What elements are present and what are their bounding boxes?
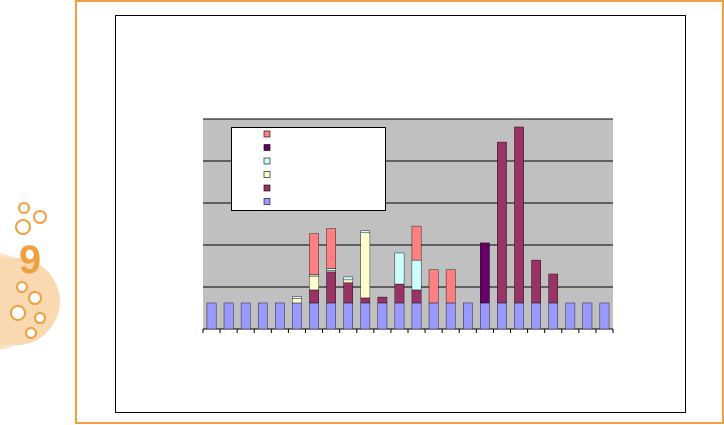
bar-segment bbox=[411, 225, 422, 261]
bar-segment bbox=[497, 141, 507, 304]
legend-swatch bbox=[263, 144, 271, 151]
bar-segment bbox=[445, 302, 456, 330]
bar-segment bbox=[343, 279, 354, 283]
bar-segment bbox=[326, 271, 336, 304]
legend bbox=[231, 127, 386, 211]
bar-segment bbox=[548, 302, 559, 330]
bar-segment bbox=[206, 302, 217, 330]
bar-segment bbox=[377, 302, 388, 330]
bar-segment bbox=[394, 302, 405, 330]
bar-segment bbox=[360, 230, 371, 234]
bar-segment bbox=[343, 282, 354, 304]
bar-segment bbox=[326, 302, 336, 330]
bar-segment bbox=[411, 289, 422, 304]
bar-segment bbox=[257, 302, 268, 330]
bar-segment bbox=[343, 302, 354, 330]
bar-segment bbox=[428, 302, 439, 330]
bar-segment bbox=[531, 259, 541, 304]
bar-segment bbox=[223, 302, 234, 330]
bar-segment bbox=[292, 298, 302, 304]
bar-segment bbox=[428, 269, 439, 304]
bar-segment bbox=[565, 302, 576, 330]
bar-segment bbox=[240, 302, 251, 330]
bar-segment bbox=[275, 302, 285, 330]
bar-segment bbox=[326, 268, 336, 271]
bar-segment bbox=[480, 302, 490, 330]
bar-segment bbox=[292, 296, 302, 299]
bar-segment bbox=[377, 296, 388, 304]
bar-segment bbox=[462, 302, 473, 330]
bar-segment bbox=[343, 276, 354, 281]
bar-segment bbox=[445, 269, 456, 304]
legend-swatch bbox=[263, 171, 271, 178]
bar-segment bbox=[360, 232, 371, 299]
page-number: 9 bbox=[19, 238, 41, 282]
bar-segment bbox=[582, 302, 593, 330]
legend-swatch bbox=[263, 198, 271, 205]
bar-segment bbox=[599, 302, 610, 330]
bar-segment bbox=[309, 289, 319, 304]
decoration-circles bbox=[10, 202, 47, 339]
bar-segment bbox=[531, 302, 541, 330]
bar-segment bbox=[292, 302, 302, 330]
bar-segment bbox=[309, 233, 319, 276]
bar-segment bbox=[360, 302, 371, 330]
bar-segment bbox=[480, 242, 490, 304]
legend-swatch bbox=[263, 184, 271, 192]
legend-swatch bbox=[263, 157, 271, 165]
bar-segment bbox=[411, 302, 422, 330]
bar-segment bbox=[514, 302, 524, 330]
legend-swatch bbox=[263, 130, 271, 138]
bar-segment bbox=[394, 283, 405, 304]
bar-segment bbox=[411, 259, 422, 291]
bar-segment bbox=[326, 228, 336, 269]
bar-segment bbox=[514, 126, 524, 304]
bar-segment bbox=[548, 273, 559, 304]
bar-segment bbox=[360, 297, 371, 304]
bar-segment bbox=[497, 302, 507, 330]
bar-segment bbox=[309, 275, 319, 291]
bar-segment bbox=[394, 252, 405, 285]
bar-segment bbox=[309, 302, 319, 330]
